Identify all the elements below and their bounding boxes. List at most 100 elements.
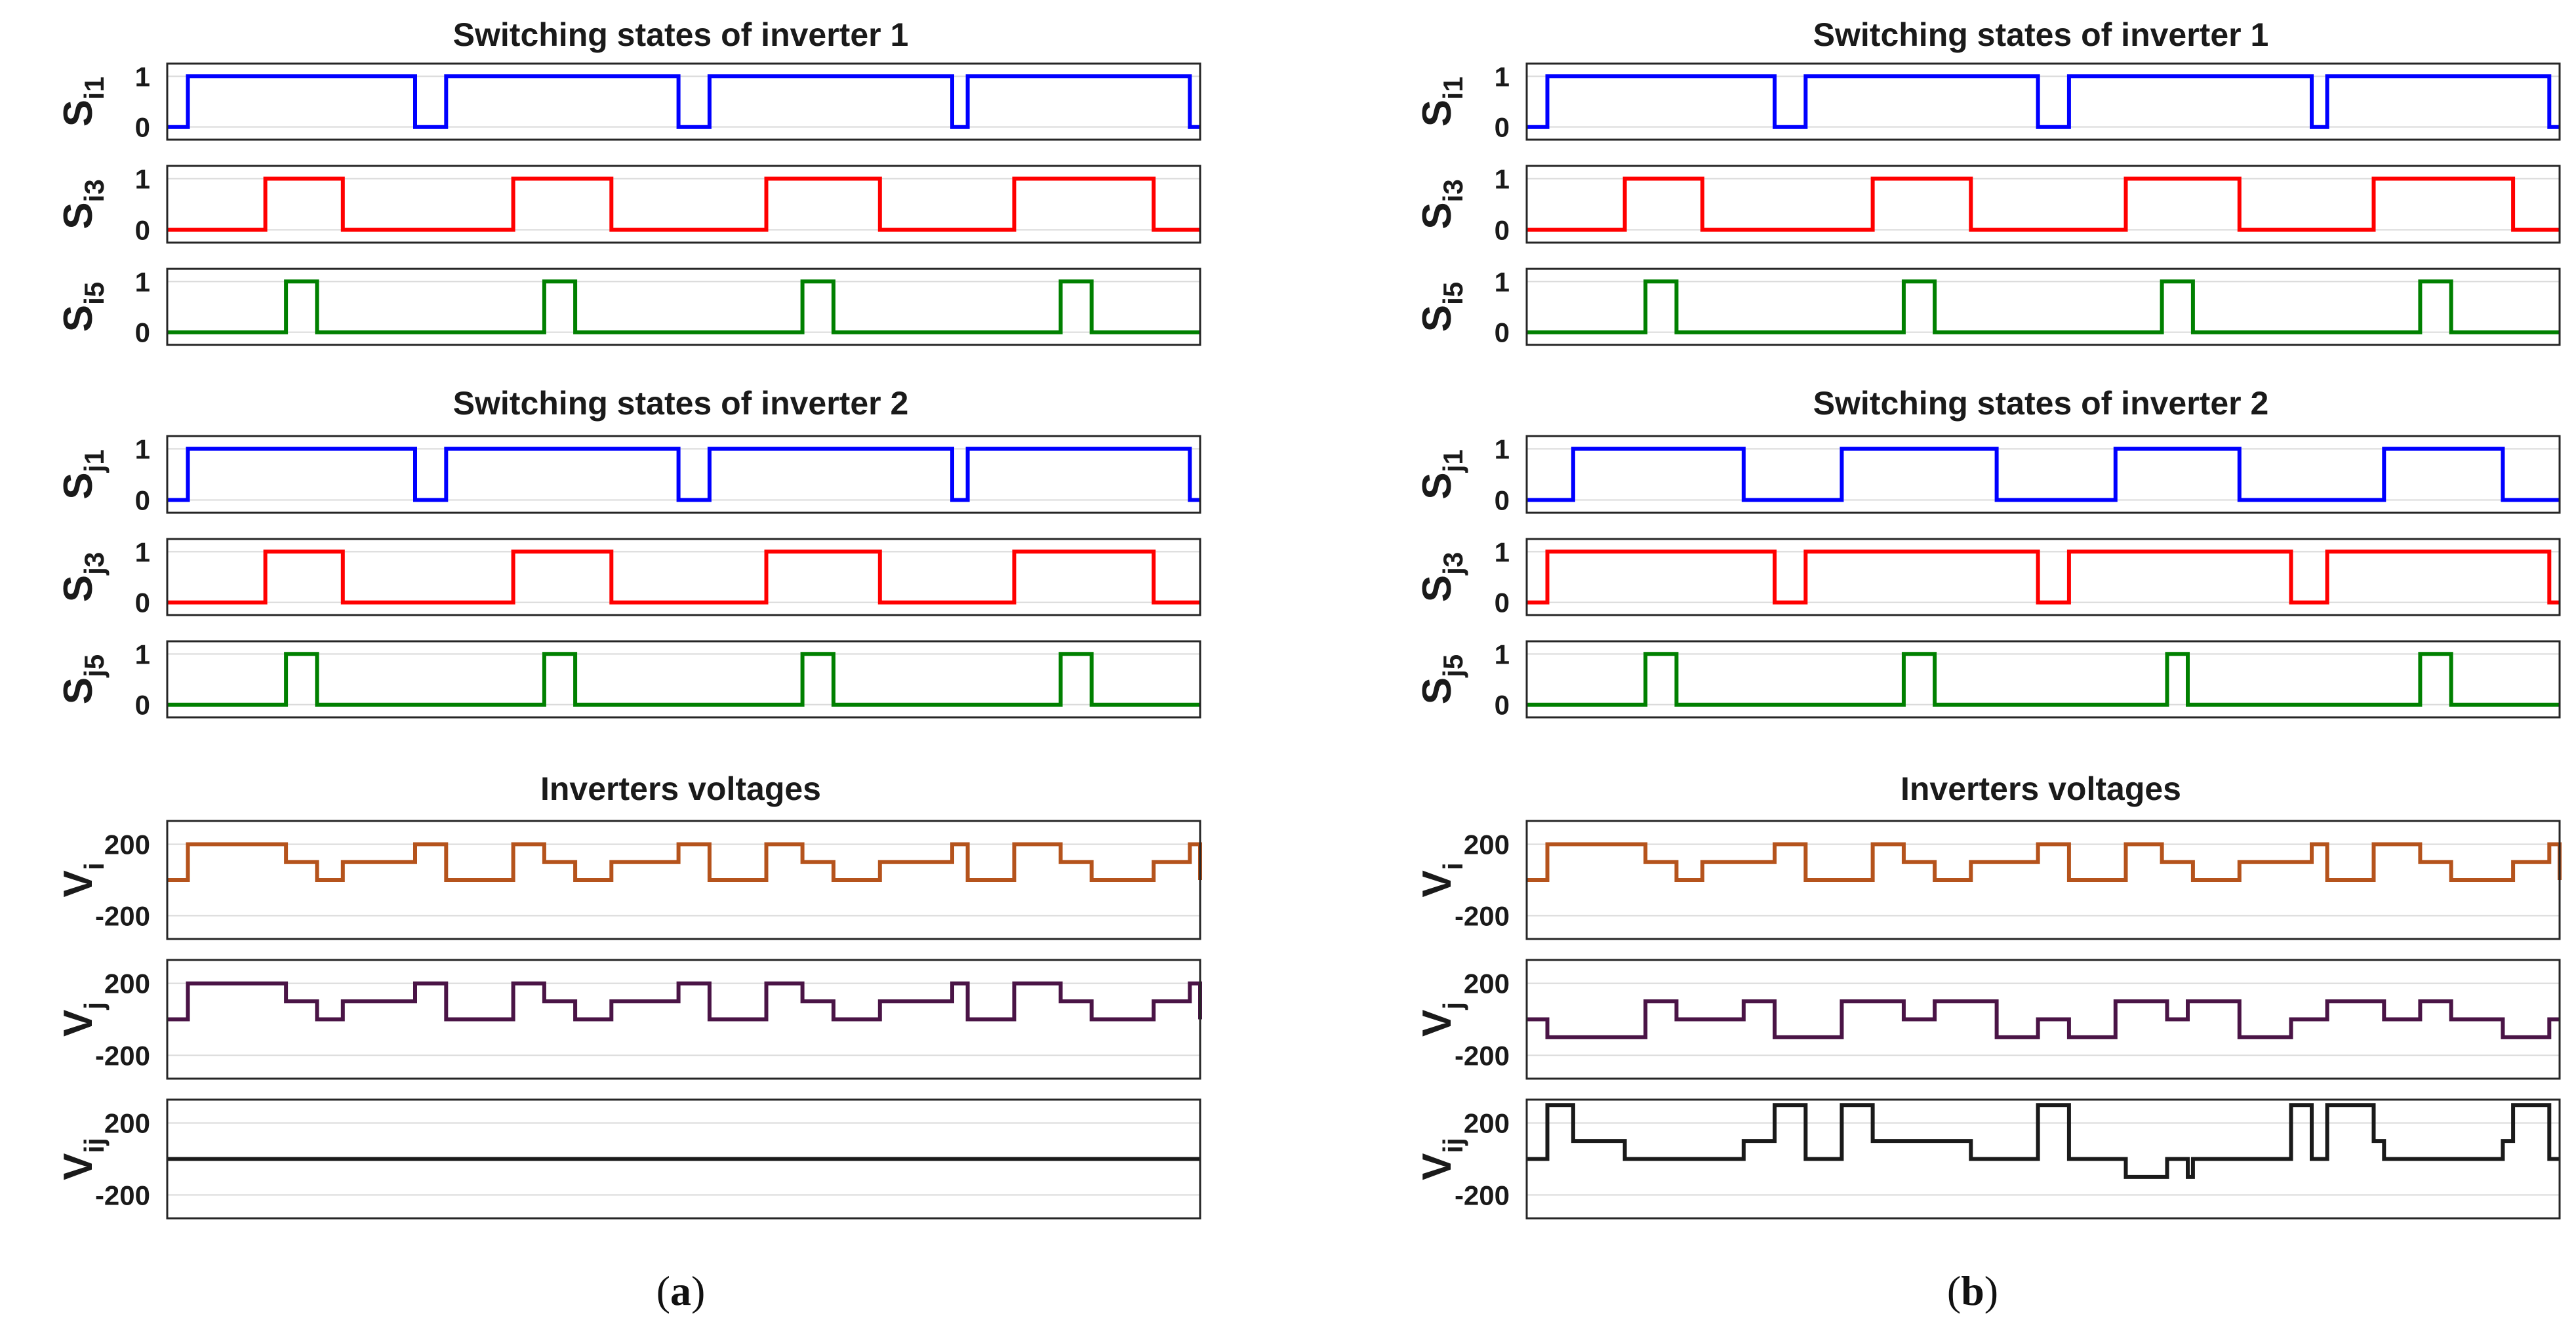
axes-box: [166, 165, 1201, 244]
y-axis-label: Sj1: [1415, 449, 1468, 499]
y-tick-label: 0: [135, 317, 150, 348]
y-axis-label-sub: j5: [79, 654, 110, 678]
y-axis-label-sub: i1: [79, 77, 110, 100]
y-axis-label-sub: j: [79, 1002, 110, 1010]
y-tick-label: 1: [135, 164, 150, 195]
axes-box: [166, 640, 1201, 719]
axes-box: [1525, 62, 2561, 141]
y-tick-label: 1: [135, 639, 150, 669]
y-tick-label: 0: [135, 112, 150, 143]
series-vi-line: [1527, 842, 2562, 882]
y-tick-label: -200: [95, 901, 150, 932]
y-tick-label: 0: [1495, 215, 1510, 246]
y-axis-label-main: S: [1415, 575, 1460, 602]
axes-box: [166, 959, 1201, 1080]
axes-box: [166, 435, 1201, 514]
y-tick-label: 1: [1495, 639, 1510, 669]
series-sj1-line: [167, 447, 1200, 502]
y-tick-label: 0: [1495, 485, 1510, 516]
caption-b: (b): [1947, 1267, 1998, 1314]
subplot-a-sj3: 1 0 Sj3: [56, 536, 1201, 618]
y-axis-label: Vi: [1415, 862, 1468, 897]
y-tick-label: -200: [95, 1180, 150, 1210]
axes-box: [166, 268, 1201, 346]
subfigure-b: Switching states of inverter 1 Switching…: [1415, 16, 2562, 1314]
axes-box: [1525, 640, 2561, 719]
series-sj3-line: [1527, 549, 2560, 605]
group-title-b-2: Switching states of inverter 2: [1813, 385, 2269, 422]
series-sj5-line: [167, 652, 1200, 707]
y-axis-label-main: S: [1415, 305, 1460, 332]
subplots-b: 10Si110Si310Si510Sj110Sj310Sj5200-200Vi2…: [1415, 61, 2562, 1220]
group-title-b-3: Inverters voltages: [1901, 770, 2181, 807]
axes-box: [166, 538, 1201, 616]
y-tick-label: 200: [104, 829, 150, 860]
group-title-a-3: Inverters voltages: [540, 770, 821, 807]
y-tick-label: 1: [1495, 61, 1510, 92]
y-axis-label-sub: j: [1438, 1002, 1468, 1010]
y-tick-label: 1: [135, 266, 150, 297]
y-axis-label: Vj: [1415, 1002, 1468, 1037]
y-tick-label: 200: [104, 1108, 150, 1139]
y-tick-label: 200: [1464, 829, 1510, 860]
y-axis-label-sub: i5: [79, 282, 110, 305]
series-sj1-line: [1527, 447, 2560, 502]
y-tick-label: -200: [1455, 1180, 1510, 1210]
series-si1-line: [1527, 74, 2560, 129]
axes-box: [166, 820, 1201, 940]
axes-box: [166, 62, 1201, 141]
y-axis-label-sub: j3: [79, 552, 110, 576]
y-axis-label: Sj1: [56, 449, 110, 499]
subfigure-a: Switching states of inverter 1 Switching…: [56, 16, 1202, 1314]
y-axis-label-main: S: [1415, 472, 1460, 499]
y-axis-label-main: S: [1415, 100, 1460, 127]
subplot-b-sj5: 1 0 Sj5: [1415, 639, 2561, 721]
y-axis-label: Sj5: [1415, 654, 1468, 704]
y-tick-label: 0: [135, 588, 150, 618]
y-axis-label-main: S: [56, 575, 101, 602]
subplot-a-sj1: 1 0 Sj1: [56, 434, 1201, 516]
y-tick-label: -200: [1455, 1040, 1510, 1071]
y-axis-label-main: S: [56, 305, 101, 332]
y-axis-label-main: V: [1415, 1010, 1460, 1037]
subplot-b-si1: 1 0 Si1: [1415, 61, 2561, 143]
y-axis-label: Vij: [1415, 1138, 1468, 1180]
y-axis-label-main: S: [56, 472, 101, 499]
subplot-b-sj1: 1 0 Sj1: [1415, 434, 2561, 516]
y-axis-label-sub: i: [1438, 862, 1468, 870]
y-tick-label: 1: [1495, 434, 1510, 465]
y-axis-label-main: V: [56, 870, 101, 897]
y-axis-label: Vj: [56, 1002, 110, 1037]
y-tick-label: 1: [135, 61, 150, 92]
series-vi-line: [167, 842, 1202, 882]
y-axis-label: Sj5: [56, 654, 110, 704]
y-axis-label: Vi: [56, 862, 110, 897]
y-axis-label: Si5: [56, 282, 110, 332]
subplot-a-si5: 1 0 Si5: [56, 266, 1201, 348]
y-axis-label-main: S: [56, 202, 101, 229]
y-axis-label-sub: j5: [1438, 654, 1468, 678]
y-axis-label-sub: j1: [79, 449, 110, 473]
y-tick-label: 0: [1495, 317, 1510, 348]
y-axis-label: Si1: [56, 77, 110, 127]
series-vij-line: [1527, 1103, 2560, 1179]
y-tick-label: 1: [135, 434, 150, 465]
y-axis-label-main: S: [1415, 677, 1460, 704]
subplot-a-vi: 200 -200 Vi: [56, 820, 1202, 940]
series-si5-line: [167, 279, 1200, 334]
group-title-a-1: Switching states of inverter 1: [453, 16, 909, 53]
y-axis-label: Si1: [1415, 77, 1468, 127]
series-sj5-line: [1527, 652, 2560, 707]
y-axis-label-sub: i: [79, 862, 110, 870]
axes-box: [1525, 268, 2561, 346]
axes-box: [1525, 165, 2561, 244]
y-tick-label: 1: [1495, 164, 1510, 195]
group-title-b-1: Switching states of inverter 1: [1813, 16, 2269, 53]
y-tick-label: -200: [1455, 901, 1510, 932]
y-axis-label-sub: j3: [1438, 552, 1468, 576]
y-tick-label: 0: [1495, 112, 1510, 143]
subplot-a-si3: 1 0 Si3: [56, 164, 1201, 246]
series-si1-line: [167, 74, 1200, 129]
y-axis-label-sub: i3: [1438, 179, 1468, 202]
